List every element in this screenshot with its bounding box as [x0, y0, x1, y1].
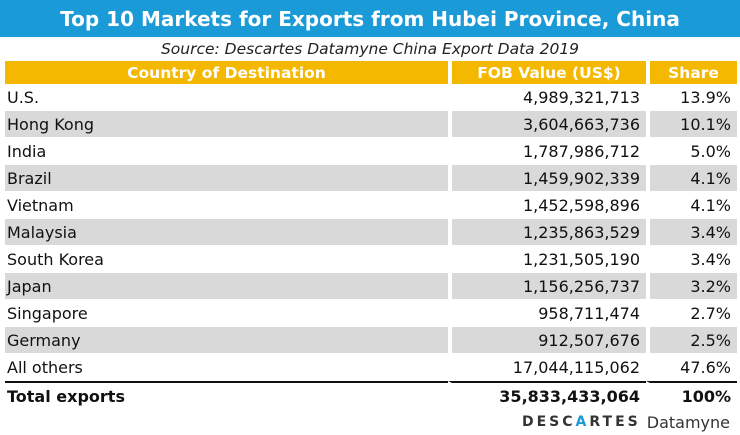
- fob-value-cell: 1,231,505,190: [448, 246, 646, 273]
- country-cell: U.S.: [5, 84, 448, 111]
- table-row: U.S. 4,989,321,713 13.9%: [5, 84, 737, 111]
- header-fob-value: FOB Value (US$): [448, 61, 646, 84]
- share-cell: 3.4%: [646, 219, 737, 246]
- logo-brand-pre: DESC: [522, 414, 576, 430]
- logo-brand: DESCARTES: [522, 414, 641, 430]
- share-cell: 2.7%: [646, 300, 737, 327]
- fob-value-cell: 1,787,986,712: [448, 138, 646, 165]
- exports-table: Country of Destination FOB Value (US$) S…: [5, 61, 737, 410]
- table-row: Singapore 958,711,474 2.7%: [5, 300, 737, 327]
- country-cell: Vietnam: [5, 192, 448, 219]
- share-cell: 2.5%: [646, 327, 737, 354]
- share-cell: 47.6%: [646, 354, 737, 381]
- fob-value-cell: 1,452,598,896: [448, 192, 646, 219]
- fob-value-cell: 17,044,115,062: [448, 354, 646, 381]
- country-cell: Hong Kong: [5, 111, 448, 138]
- share-cell: 3.2%: [646, 273, 737, 300]
- table-header-row: Country of Destination FOB Value (US$) S…: [5, 61, 737, 84]
- share-cell: 13.9%: [646, 84, 737, 111]
- table-row: Japan 1,156,256,737 3.2%: [5, 273, 737, 300]
- country-cell: Japan: [5, 273, 448, 300]
- country-cell: Germany: [5, 327, 448, 354]
- country-cell: Malaysia: [5, 219, 448, 246]
- logo-brand-mark: A: [575, 414, 590, 430]
- table-row: All others 17,044,115,062 47.6%: [5, 354, 737, 381]
- share-cell: 100%: [646, 381, 737, 410]
- fob-value-cell: 1,459,902,339: [448, 165, 646, 192]
- country-cell: Singapore: [5, 300, 448, 327]
- country-cell: India: [5, 138, 448, 165]
- logo-sub: Datamyne: [646, 412, 730, 432]
- country-cell: Total exports: [5, 381, 448, 410]
- chart-subtitle: Source: Descartes Datamyne China Export …: [160, 40, 580, 58]
- total-row: Total exports 35,833,433,064 100%: [5, 381, 737, 410]
- country-cell: All others: [5, 354, 448, 381]
- fob-value-cell: 35,833,433,064: [448, 381, 646, 410]
- table-body: U.S. 4,989,321,713 13.9% Hong Kong 3,604,663…: [5, 84, 737, 410]
- table-row: Vietnam 1,452,598,896 4.1%: [5, 192, 737, 219]
- table-row: Brazil 1,459,902,339 4.1%: [5, 165, 737, 192]
- share-cell: 4.1%: [646, 165, 737, 192]
- fob-value-cell: 912,507,676: [448, 327, 646, 354]
- fob-value-cell: 1,156,256,737: [448, 273, 646, 300]
- descartes-datamyne-logo: DESCARTES Datamyne: [522, 411, 730, 433]
- header-country: Country of Destination: [5, 61, 448, 84]
- table-row: Hong Kong 3,604,663,736 10.1%: [5, 111, 737, 138]
- fob-value-cell: 3,604,663,736: [448, 111, 646, 138]
- fob-value-cell: 958,711,474: [448, 300, 646, 327]
- share-cell: 4.1%: [646, 192, 737, 219]
- table-row: Malaysia 1,235,863,529 3.4%: [5, 219, 737, 246]
- header-share: Share: [646, 61, 737, 84]
- chart-title: Top 10 Markets for Exports from Hubei Pr…: [0, 0, 740, 37]
- share-cell: 10.1%: [646, 111, 737, 138]
- logo-brand-post: RTES: [589, 414, 641, 430]
- country-cell: South Korea: [5, 246, 448, 273]
- table-row: South Korea 1,231,505,190 3.4%: [5, 246, 737, 273]
- fob-value-cell: 1,235,863,529: [448, 219, 646, 246]
- share-cell: 5.0%: [646, 138, 737, 165]
- country-cell: Brazil: [5, 165, 448, 192]
- table-row: Germany 912,507,676 2.5%: [5, 327, 737, 354]
- fob-value-cell: 4,989,321,713: [448, 84, 646, 111]
- table-row: India 1,787,986,712 5.0%: [5, 138, 737, 165]
- share-cell: 3.4%: [646, 246, 737, 273]
